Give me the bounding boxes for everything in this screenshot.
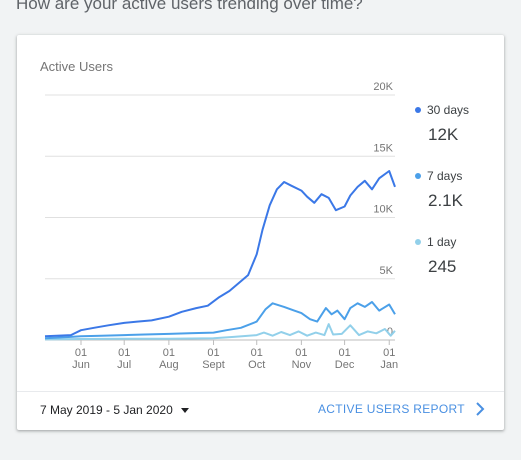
x-tick-month-label: Oct (248, 359, 265, 371)
series-line-30-days (44, 170, 396, 338)
y-tick-label: 0 (387, 326, 393, 338)
legend-dot-30-days (415, 107, 421, 113)
x-tick-month-label: Sept (202, 359, 225, 371)
x-tick-day-label: 01 (251, 347, 263, 359)
card-divider (17, 391, 504, 392)
y-tick-label: 10K (373, 204, 393, 216)
x-tick-day-label: 01 (338, 347, 350, 359)
y-tick-label: 15K (373, 142, 393, 154)
date-range-selector[interactable]: 7 May 2019 - 5 Jan 2020 (40, 403, 189, 417)
y-tick-label: 20K (373, 81, 393, 93)
y-tick-label: 5K (380, 265, 394, 277)
legend-item-1-day: 1 day 245 (415, 235, 456, 277)
active-users-card: Active Users 0 5K 10K 15K 20K 01 Jun 01 Jul 01 Au… (17, 35, 504, 430)
x-tick-day-label: 01 (295, 347, 307, 359)
x-tick-day-label: 01 (383, 347, 395, 359)
legend-dot-1-day (415, 239, 421, 245)
series-line-1-day (44, 323, 396, 341)
x-tick-month-label: Jul (117, 359, 131, 371)
date-range-label: 7 May 2019 - 5 Jan 2020 (40, 403, 173, 417)
legend-value-7-days: 2.1K (428, 191, 463, 210)
series-line-7-days (44, 301, 396, 340)
x-tick-day-label: 01 (118, 347, 130, 359)
active-users-report-link[interactable]: ACTIVE USERS REPORT (318, 402, 485, 416)
x-tick-month-label: Aug (159, 359, 179, 371)
chevron-right-icon (476, 402, 485, 416)
x-tick-day-label: 01 (207, 347, 219, 359)
legend-value-1-day: 245 (428, 257, 457, 276)
legend-item-7-days: 7 days 2.1K (415, 169, 463, 211)
card-title: Active Users (40, 59, 113, 74)
x-tick-month-label: Jan (380, 359, 398, 371)
legend-item-30-days: 30 days 12K (415, 103, 469, 145)
report-link-label: ACTIVE USERS REPORT (318, 402, 465, 416)
x-tick-month-label: Dec (335, 359, 355, 371)
legend-label-1-day: 1 day (427, 235, 457, 249)
legend-label-30-days: 30 days (427, 103, 470, 117)
x-tick-month-label: Nov (292, 359, 312, 371)
legend-label-7-days: 7 days (427, 169, 463, 183)
legend-value-30-days: 12K (428, 125, 459, 144)
x-tick-day-label: 01 (75, 347, 87, 359)
page-question: How are your active users trending over … (16, 0, 363, 13)
caret-down-icon (180, 407, 189, 413)
x-tick-month-label: Jun (72, 359, 90, 371)
x-tick-day-label: 01 (163, 347, 175, 359)
legend-dot-7-days (415, 173, 421, 179)
